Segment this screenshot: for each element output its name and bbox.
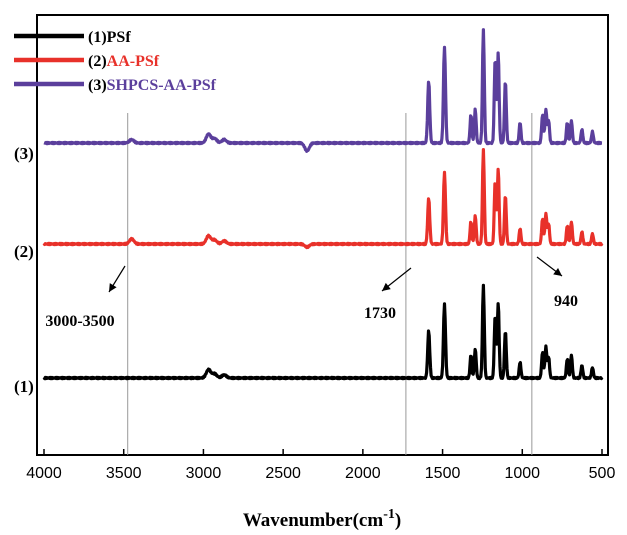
legend-entry-2: (2)AA-PSf	[88, 53, 160, 70]
annotation-label-940: 940	[554, 293, 578, 310]
x-axis-title-superscript: -1	[383, 507, 395, 522]
legend: (1)PSf(2)AA-PSf(3)SHPCS-AA-PSf	[14, 29, 217, 94]
legend-entry-1: (1)PSf	[88, 29, 131, 46]
x-tick-label-2000: 2000	[345, 465, 381, 482]
x-axis-title: Wavenumber(cm-1)	[243, 507, 401, 531]
plot-frame	[36, 14, 609, 456]
curve-labels: (1) (2) (3)	[14, 144, 34, 396]
x-tick-label-500: 500	[589, 465, 616, 482]
x-tick-label-3500: 3500	[106, 465, 142, 482]
x-tick-label-1500: 1500	[425, 465, 461, 482]
annotation-arrowhead-3000-3500	[109, 283, 117, 292]
legend-entry-3: (3)SHPCS-AA-PSf	[88, 77, 217, 94]
x-axis-title-close: )	[395, 510, 401, 531]
annotation-label-1730: 1730	[364, 305, 396, 322]
x-tick-label-3000: 3000	[186, 465, 222, 482]
legend-prefix-1: (1)	[88, 29, 107, 46]
curve-label-1: (1)	[14, 377, 34, 396]
x-tick-label-2500: 2500	[265, 465, 301, 482]
x-tick-label-1000: 1000	[504, 465, 540, 482]
series-line-2	[42, 148, 604, 250]
curve-label-3: (3)	[14, 144, 34, 163]
annotation-label-3000-3500: 3000-3500	[45, 313, 114, 330]
spectra	[42, 28, 604, 381]
annotations: 3000-3500 1730 940	[45, 256, 578, 330]
annotation-arrowhead-940	[553, 267, 562, 276]
curve-label-2: (2)	[14, 242, 34, 261]
legend-name-2: AA-PSf	[107, 53, 160, 70]
x-axis-ticks: 4000 3500 3000 2500 2000 1500 1000 500	[26, 449, 615, 482]
legend-prefix-2: (2)	[88, 53, 107, 70]
legend-name-1: PSf	[107, 29, 132, 46]
annotation-arrowhead-1730	[382, 282, 391, 291]
annotation-guide-lines	[127, 113, 533, 455]
legend-prefix-3: (3)	[88, 77, 107, 94]
x-tick-label-4000: 4000	[26, 465, 62, 482]
series-line-1	[42, 283, 604, 381]
legend-name-3: SHPCS-AA-PSf	[107, 77, 217, 94]
series-line-3	[43, 28, 603, 153]
